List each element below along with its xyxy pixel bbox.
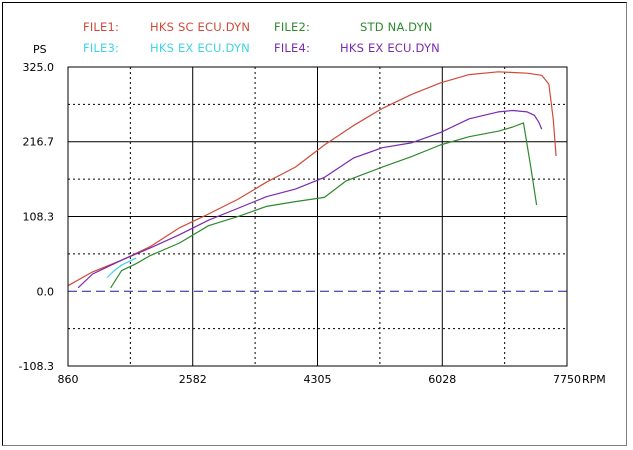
legend-name: STD NA.DYN bbox=[360, 20, 433, 34]
y-tick-label: -108.3 bbox=[19, 360, 54, 373]
x-tick-labels: 860 2582 4305 6028 7750 bbox=[58, 373, 582, 386]
legend-key: FILE1: bbox=[83, 20, 119, 34]
series-lines bbox=[67, 71, 567, 292]
legend-key: FILE4: bbox=[274, 41, 310, 55]
plot-area-border bbox=[67, 66, 568, 367]
y-tick-label: 108.3 bbox=[23, 211, 55, 224]
legend-name: HKS EX ECU.DYN bbox=[340, 41, 440, 55]
legend-key: FILE2: bbox=[274, 20, 310, 34]
x-tick-label: 2582 bbox=[179, 373, 207, 386]
x-tick-label: 860 bbox=[58, 373, 79, 386]
grid bbox=[68, 67, 567, 366]
x-unit-label: RPM bbox=[582, 373, 606, 386]
series-line bbox=[110, 122, 538, 289]
y-unit-label: PS bbox=[33, 43, 47, 56]
legend-name: HKS EX ECU.DYN bbox=[150, 41, 250, 55]
y-tick-label: 216.7 bbox=[23, 136, 55, 149]
series-line bbox=[106, 257, 137, 278]
y-tick-label: 325.0 bbox=[23, 61, 55, 74]
chart-window bbox=[2, 2, 627, 446]
y-tick-labels: 325.0 216.7 108.3 0.0 -108.3 bbox=[19, 61, 54, 373]
x-tick-label: 4305 bbox=[304, 373, 332, 386]
series-line bbox=[77, 109, 543, 289]
series-line bbox=[67, 71, 557, 287]
y-tick-label: 0.0 bbox=[37, 285, 55, 298]
legend-key: FILE3: bbox=[83, 41, 119, 55]
legend-name: HKS SC ECU.DYN bbox=[150, 20, 250, 34]
legend: FILE1: HKS SC ECU.DYN FILE2: STD NA.DYN FILE… bbox=[83, 20, 440, 55]
x-tick-label: 6028 bbox=[428, 373, 456, 386]
x-tick-label: 7750 bbox=[553, 373, 581, 386]
